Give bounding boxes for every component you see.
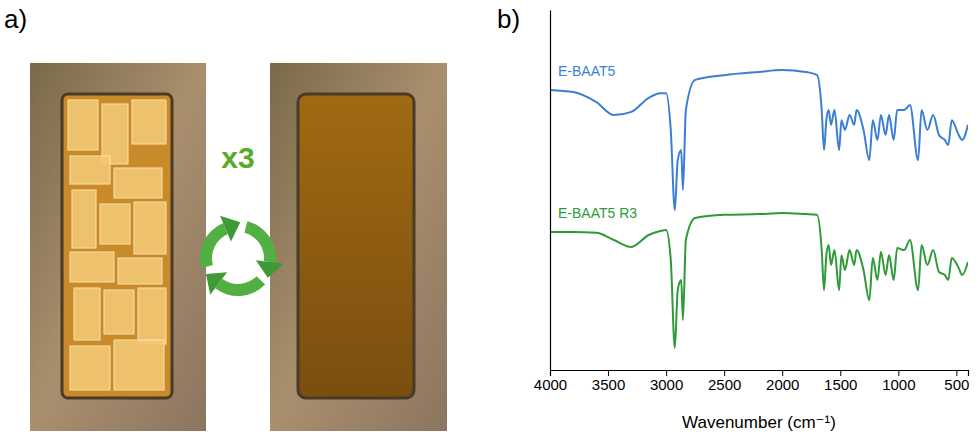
x-tick-label: 2500 <box>708 376 741 393</box>
photo-frame <box>270 63 447 431</box>
recycle-arrow <box>215 276 265 296</box>
pellet <box>104 290 134 334</box>
mold-window <box>298 94 414 398</box>
series-label: E-BAAT5 R3 <box>558 205 637 221</box>
x-tick-label: 1000 <box>882 376 915 393</box>
pellet <box>118 258 162 284</box>
pellet <box>114 168 162 198</box>
y-axis <box>550 11 551 371</box>
recycle-arrowhead <box>256 260 284 278</box>
recycle-arrowhead <box>206 272 227 294</box>
panel-label: b) <box>497 4 520 34</box>
recycle-arrow <box>200 223 228 268</box>
spectrum-line <box>550 70 968 210</box>
figure: a) x3 b) E-BAAT5 E-BAAT5 R3 4000 3500 3000 2500 2… <box>0 0 979 437</box>
pellet <box>138 288 166 344</box>
plot-area <box>550 70 968 348</box>
mold-window <box>62 94 172 398</box>
x-tick: 1000 <box>882 370 915 393</box>
spectrum-line <box>550 213 968 348</box>
pellet <box>102 104 128 164</box>
x-tick: 4000 <box>534 370 567 393</box>
pellet <box>70 252 114 282</box>
pellet <box>132 100 166 144</box>
cycle-count: x3 <box>221 141 254 174</box>
x-tick-label: 4000 <box>534 376 567 393</box>
pellet <box>114 340 164 390</box>
y-axis-line <box>550 11 551 371</box>
x-tick: 2000 <box>766 370 799 393</box>
photo-frame <box>30 63 206 431</box>
x-tick: 2500 <box>708 370 741 393</box>
pellet <box>134 202 166 254</box>
x-axis: 4000 3500 3000 2500 2000 1500 1000 500 <box>534 370 970 393</box>
pellet <box>100 204 130 244</box>
x-tick-label: 3000 <box>650 376 683 393</box>
pellet <box>72 190 96 248</box>
panel-label: a) <box>4 4 27 34</box>
pellet <box>70 346 110 390</box>
x-tick-label: 500 <box>944 376 969 393</box>
x-tick-label: 3500 <box>592 376 625 393</box>
x-tick: 3500 <box>592 370 625 393</box>
recycle-arrowhead <box>220 216 240 242</box>
pellet <box>70 156 110 184</box>
pellet <box>74 288 100 340</box>
pellet <box>68 100 98 150</box>
recycle-arrow <box>244 221 276 263</box>
x-tick: 1500 <box>824 370 857 393</box>
x-tick-label: 1500 <box>824 376 857 393</box>
x-tick: 3000 <box>650 370 683 393</box>
x-tick-label: 2000 <box>766 376 799 393</box>
series-label: E-BAAT5 <box>558 63 616 79</box>
x-tick: 500 <box>944 370 969 393</box>
x-axis-title: Wavenumber (cm⁻¹) <box>682 413 836 432</box>
